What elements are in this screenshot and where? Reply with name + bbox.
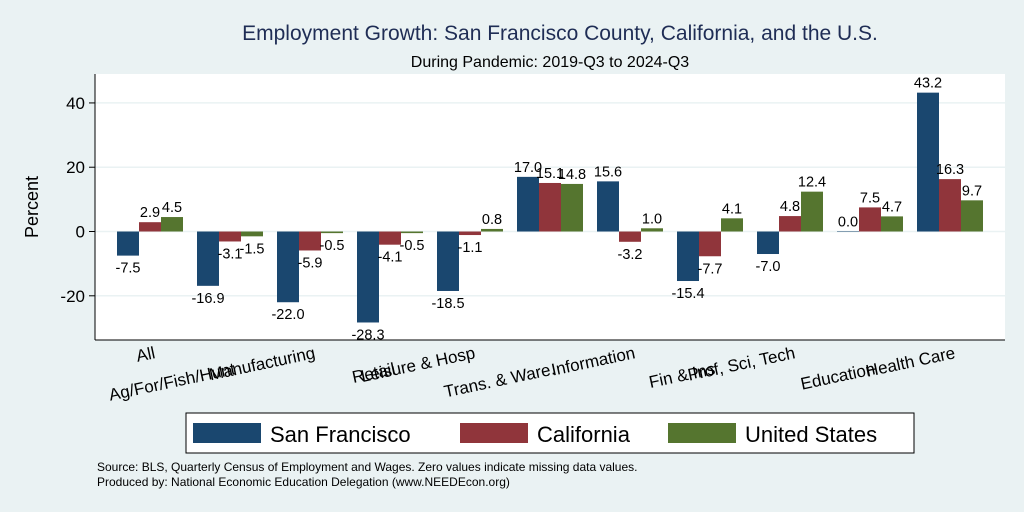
data-label: 9.7 [962, 183, 982, 199]
data-label: 4.5 [162, 200, 182, 216]
y-tick-label: 40 [66, 94, 85, 113]
category-label: All [134, 343, 156, 366]
data-label: -15.4 [671, 286, 704, 302]
bar-san-francisco [357, 231, 379, 323]
data-label: -4.1 [378, 250, 403, 266]
legend [185, 412, 915, 454]
bar-united-states [801, 191, 823, 232]
data-label: -18.5 [431, 296, 464, 312]
data-label: 4.8 [780, 199, 800, 215]
source-note: Source: BLS, Quarterly Census of Employm… [97, 460, 637, 474]
bar-california [139, 222, 161, 232]
data-label: -7.5 [116, 261, 141, 277]
data-label: -0.5 [320, 238, 345, 254]
bar-united-states [401, 231, 423, 234]
bar-san-francisco [597, 181, 619, 232]
bar-san-francisco [517, 176, 539, 232]
bar-united-states [961, 200, 983, 232]
data-label: 0.8 [482, 212, 502, 228]
bar-california [539, 182, 561, 232]
legend-swatch [668, 423, 736, 443]
data-label: 15.1 [536, 166, 564, 182]
data-label: 7.5 [860, 190, 880, 206]
category-label: Trans. & Ware. [442, 359, 557, 401]
legend-swatch [460, 423, 528, 443]
bar-united-states [721, 218, 743, 232]
bar-united-states [561, 183, 583, 232]
bar-united-states [881, 216, 903, 232]
data-label: -3.1 [218, 246, 243, 262]
data-label: 14.8 [558, 167, 586, 183]
bar-san-francisco [277, 231, 299, 303]
produced-by-note: Produced by: National Economic Education… [97, 475, 510, 489]
bar-san-francisco [197, 231, 219, 286]
y-tick-label: 20 [66, 158, 85, 177]
legend-label: San Francisco [270, 422, 411, 447]
bar-san-francisco [917, 92, 939, 232]
bar-san-francisco [117, 231, 139, 256]
bar-california [779, 216, 801, 232]
legend-swatch [193, 423, 261, 443]
category-label: Health Care [864, 343, 957, 380]
legend-label: California [537, 422, 631, 447]
bar-united-states [321, 231, 343, 234]
bar-california [939, 179, 961, 232]
data-label: 4.1 [722, 201, 742, 217]
data-label: 17.0 [514, 160, 542, 176]
bar-california [459, 231, 481, 236]
data-label: 2.9 [140, 205, 160, 221]
data-label: -1.5 [240, 241, 265, 257]
bar-united-states [161, 217, 183, 232]
bar-california [219, 231, 241, 242]
y-axis-label: Percent [22, 176, 42, 238]
category-label: Manufacturing [208, 343, 317, 384]
data-label: 12.4 [798, 175, 826, 191]
bar-california [619, 231, 641, 242]
bar-san-francisco [837, 231, 859, 233]
category-label: Prof, Sci, Tech [686, 343, 797, 384]
data-label: 43.2 [914, 76, 942, 92]
data-label: 16.3 [936, 162, 964, 178]
data-label: -7.7 [698, 261, 723, 277]
data-label: 4.7 [882, 199, 902, 215]
data-label: -7.0 [756, 259, 781, 275]
bar-california [299, 231, 321, 251]
data-label: 0.0 [838, 215, 858, 231]
y-tick-label: -20 [60, 287, 85, 306]
legend-label: United States [745, 422, 877, 447]
bar-california [699, 231, 721, 257]
bar-united-states [481, 228, 503, 232]
data-label: -0.5 [400, 238, 425, 254]
category-label: Information [550, 343, 637, 379]
bar-san-francisco [437, 231, 459, 291]
bar-united-states [241, 231, 263, 237]
bar-san-francisco [677, 231, 699, 282]
chart-title: Employment Growth: San Francisco County,… [242, 22, 878, 45]
y-tick-label: 0 [76, 223, 85, 242]
chart-subtitle: During Pandemic: 2019-Q3 to 2024-Q3 [411, 54, 689, 71]
data-label: -28.3 [351, 327, 384, 343]
data-label: -22.0 [271, 307, 304, 323]
bar-california [379, 231, 401, 245]
bar-california [859, 207, 881, 232]
bar-united-states [641, 228, 663, 232]
data-label: -5.9 [298, 255, 323, 271]
data-label: -1.1 [458, 240, 483, 256]
data-label: 1.0 [642, 211, 662, 227]
bar-san-francisco [757, 231, 779, 255]
data-label: -16.9 [191, 291, 224, 307]
data-label: 15.6 [594, 164, 622, 180]
data-label: -3.2 [618, 247, 643, 263]
